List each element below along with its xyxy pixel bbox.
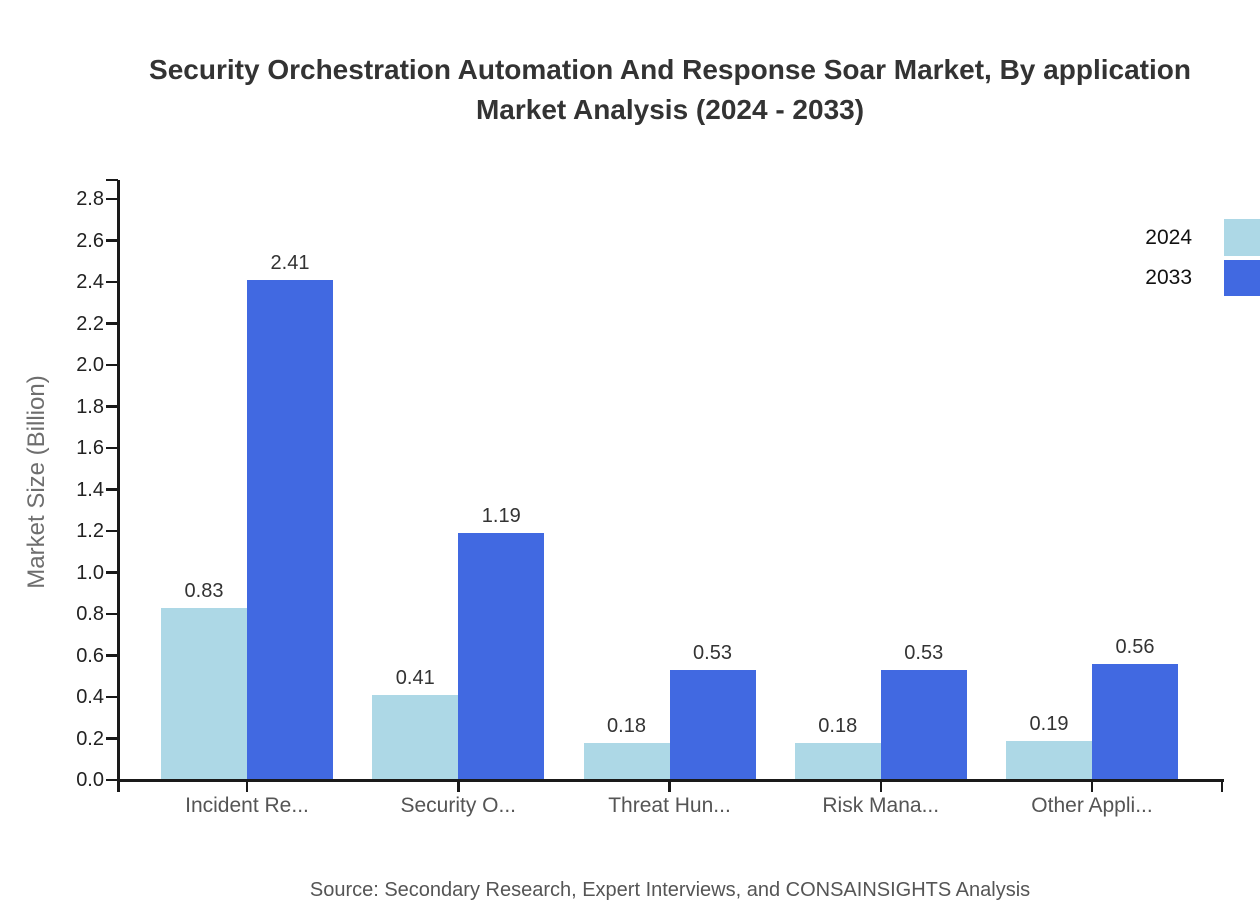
- x-axis-tick: [879, 781, 882, 792]
- value-label-2024: 0.18: [818, 714, 858, 737]
- y-axis-tick: [106, 529, 118, 533]
- y-axis-tick-label: 0.8: [76, 603, 104, 625]
- y-axis-tick-label: 2.6: [76, 229, 104, 252]
- y-axis-cap-tick: [106, 178, 118, 182]
- y-axis-tick-label: 0.4: [76, 686, 104, 708]
- x-axis-end-tick: [117, 781, 120, 792]
- y-axis-tick: [106, 446, 118, 450]
- value-label-2024: 0.83: [184, 579, 224, 602]
- bar-2024: [794, 742, 881, 780]
- value-label-2033: 0.53: [693, 642, 732, 665]
- x-axis-label: Risk Mana...: [822, 794, 940, 817]
- bar-2024: [583, 742, 670, 780]
- x-axis-label: Incident Re...: [185, 794, 309, 817]
- y-axis-tick-label: 1.4: [76, 478, 104, 501]
- y-axis-tick: [106, 239, 118, 242]
- y-axis-tick: [106, 695, 118, 699]
- value-label-2024: 0.19: [1029, 712, 1069, 735]
- bar-2024: [372, 694, 459, 780]
- bar-2024: [1006, 740, 1092, 780]
- x-axis-label: Threat Hun...: [608, 794, 731, 817]
- y-axis-tick-label: 0.6: [76, 644, 104, 667]
- value-label-2024: 0.18: [607, 714, 646, 737]
- y-axis-tick: [106, 654, 118, 657]
- x-axis-label: Other Appli...: [1031, 794, 1153, 817]
- y-axis-tick: [106, 280, 118, 284]
- y-axis-tick-label: 2.4: [76, 271, 104, 293]
- value-label-2033: 2.41: [270, 251, 310, 274]
- bar-2024: [161, 607, 247, 780]
- y-axis-tick-label: 2.2: [76, 312, 104, 335]
- y-axis-spine: [116, 180, 120, 783]
- y-axis-tick-label: 2.0: [76, 354, 104, 376]
- y-axis-tick-label: 0.0: [76, 769, 104, 791]
- y-axis-tick: [106, 488, 118, 491]
- y-axis-tick-label: 1.8: [76, 395, 104, 418]
- y-axis-tick: [106, 405, 118, 408]
- y-axis-tick: [106, 197, 118, 201]
- x-axis-tick: [457, 781, 460, 792]
- y-axis-tick-label: 2.8: [76, 188, 104, 210]
- source-note: Source: Secondary Research, Expert Inter…: [309, 879, 1031, 901]
- value-label-2033: 0.56: [1115, 635, 1155, 658]
- y-axis-tick: [106, 363, 118, 367]
- bar-2033: [1092, 663, 1178, 780]
- chart-title-line2: Market Analysis (2024 - 2033): [475, 94, 865, 125]
- x-axis-tick: [1090, 781, 1094, 792]
- value-label-2024: 0.41: [395, 666, 435, 689]
- x-axis-tick: [668, 781, 671, 792]
- y-axis-tick: [106, 612, 118, 616]
- value-label-2033: 0.53: [904, 642, 944, 665]
- legend-swatch-2024: [1224, 219, 1260, 256]
- y-axis-tick: [106, 737, 118, 740]
- legend-swatch-2033: [1224, 260, 1260, 296]
- y-axis-tick-label: 1.2: [76, 520, 104, 542]
- x-axis-label: Security O...: [400, 794, 517, 817]
- x-axis-spine: [116, 779, 1224, 782]
- y-axis-tick-label: 1.6: [76, 437, 104, 459]
- bar-2033: [880, 670, 967, 780]
- y-axis-tick-label: 0.2: [76, 727, 104, 750]
- value-label-2033: 1.19: [481, 505, 521, 528]
- legend-label-2024: 2024: [1145, 226, 1192, 249]
- bar-2033: [247, 279, 333, 780]
- y-axis-tick: [106, 778, 118, 782]
- bar-2033: [458, 533, 545, 780]
- chart-title-line1: Security Orchestration Automation And Re…: [149, 54, 1191, 85]
- bar-2033: [669, 670, 756, 780]
- x-axis-tick: [245, 781, 249, 792]
- y-axis-tick: [106, 322, 118, 325]
- y-axis-tick: [106, 571, 118, 574]
- y-axis-tick-label: 1.0: [76, 561, 104, 584]
- legend-label-2033: 2033: [1145, 266, 1192, 289]
- x-axis-end-tick: [1220, 781, 1223, 792]
